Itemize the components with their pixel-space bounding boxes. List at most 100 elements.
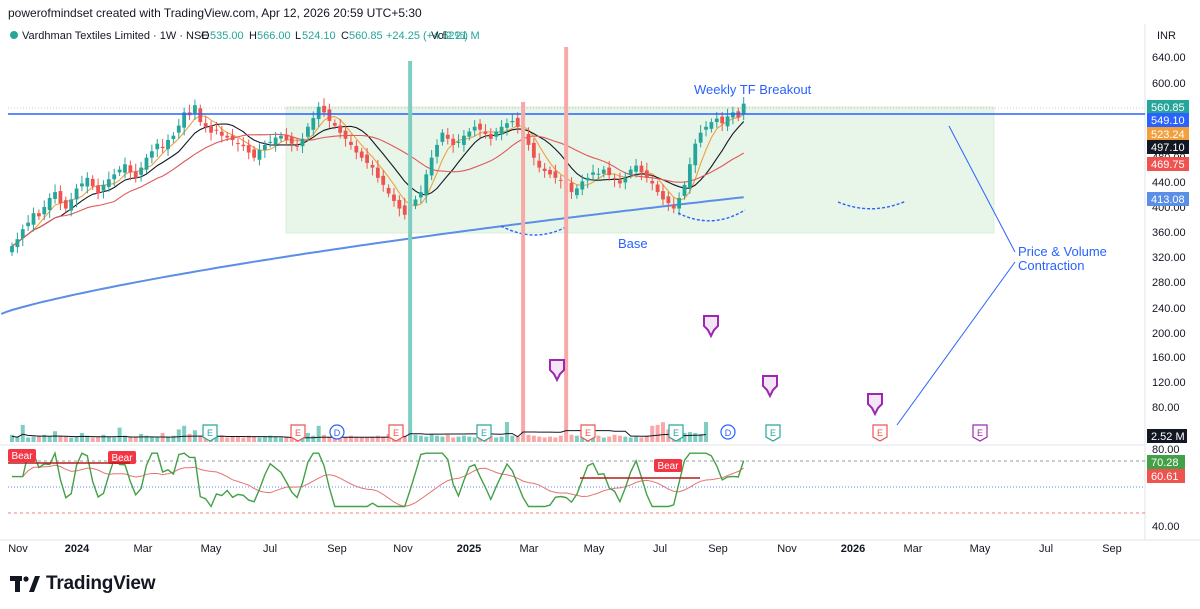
event-marker-d[interactable]: D bbox=[329, 424, 345, 440]
rsi-ma-line bbox=[12, 464, 744, 507]
price-axis[interactable]: 640.00600.00560.00520.00480.00440.00400.… bbox=[1152, 52, 1186, 414]
candle bbox=[246, 139, 251, 160]
candle bbox=[262, 140, 267, 158]
candle bbox=[494, 127, 499, 141]
high-value: 566.00 bbox=[257, 30, 291, 42]
bear-signal: Bear bbox=[8, 449, 36, 462]
candle bbox=[96, 178, 100, 200]
event-marker-e[interactable]: E bbox=[972, 424, 988, 442]
contraction-pointer-upper bbox=[948, 125, 1016, 253]
volume-bar bbox=[693, 433, 698, 442]
volume-bar bbox=[628, 437, 633, 442]
time-axis[interactable]: Nov 2024 Mar May Jul Sep Nov 2025 Mar May Jul Sep No… bbox=[8, 543, 1122, 555]
candle bbox=[607, 160, 612, 181]
candle bbox=[112, 168, 117, 187]
volume-bar bbox=[601, 437, 606, 442]
price-tag: 523.24 bbox=[1147, 127, 1189, 141]
candle bbox=[289, 132, 294, 152]
time-tick-label: Nov bbox=[777, 543, 797, 555]
candle bbox=[101, 180, 106, 199]
volume-bar bbox=[262, 436, 267, 442]
candle bbox=[381, 170, 386, 192]
candle bbox=[268, 134, 273, 148]
tradingview-logo[interactable]: TradingView bbox=[10, 573, 156, 595]
contraction-annotation-line2: Contraction bbox=[1018, 258, 1084, 273]
currency-label: INR bbox=[1157, 30, 1176, 42]
volume-bar bbox=[634, 436, 639, 442]
time-tick-label: Jul bbox=[653, 543, 667, 555]
chart-header: Vardhman Textiles Limited · 1W · NSE O 5… bbox=[10, 30, 480, 42]
price-tag: 549.10 bbox=[1147, 113, 1189, 127]
candle bbox=[628, 165, 633, 179]
candle bbox=[698, 125, 703, 148]
candle bbox=[230, 128, 235, 146]
candle bbox=[80, 175, 84, 192]
volume-bar bbox=[144, 435, 149, 442]
event-marker-e[interactable]: E bbox=[290, 424, 306, 442]
volume-bar bbox=[42, 434, 47, 442]
candle bbox=[462, 130, 466, 152]
candle bbox=[451, 134, 456, 153]
volume-bar bbox=[660, 422, 665, 442]
candle bbox=[106, 171, 111, 192]
event-marker-e[interactable]: E bbox=[765, 424, 781, 442]
volume-bar bbox=[26, 437, 31, 442]
event-marker-d[interactable]: D bbox=[720, 424, 736, 440]
candle bbox=[128, 160, 133, 181]
candle bbox=[349, 134, 353, 150]
volume-bar bbox=[623, 436, 628, 442]
volume-bar bbox=[20, 424, 25, 442]
candle bbox=[601, 165, 606, 178]
spike-flag-icon bbox=[867, 393, 883, 417]
volume-bar bbox=[155, 437, 160, 442]
rsi-tag: 70.28 bbox=[1147, 455, 1185, 469]
volume-bar bbox=[311, 435, 316, 442]
volume-bar bbox=[96, 436, 101, 442]
contraction-pointer-lower bbox=[896, 261, 1016, 426]
time-tick-label: 2024 bbox=[65, 543, 90, 555]
candle bbox=[386, 184, 391, 198]
event-marker-e[interactable]: E bbox=[872, 424, 888, 442]
price-tick-label: 200.00 bbox=[1152, 328, 1186, 340]
candle bbox=[639, 160, 644, 181]
candle bbox=[709, 118, 714, 133]
price-tick-label: 160.00 bbox=[1152, 352, 1186, 364]
close-value: 560.85 bbox=[349, 30, 383, 42]
high-label: H bbox=[249, 30, 257, 42]
candle bbox=[359, 147, 364, 162]
candle bbox=[693, 139, 698, 174]
candle bbox=[37, 209, 41, 221]
volume-bar bbox=[418, 435, 423, 442]
event-marker-e[interactable]: E bbox=[202, 424, 218, 442]
open-value: 535.00 bbox=[210, 30, 244, 42]
event-marker-e[interactable]: E bbox=[668, 424, 684, 442]
spike-flag-icon bbox=[703, 315, 719, 339]
candle bbox=[257, 143, 262, 166]
volume-bar bbox=[354, 436, 359, 442]
candle bbox=[20, 224, 25, 247]
candle bbox=[26, 215, 31, 231]
base-annotation: Base bbox=[618, 236, 648, 251]
volume-bar bbox=[467, 436, 472, 442]
volume-bar bbox=[413, 434, 418, 442]
candle bbox=[90, 175, 95, 191]
candle bbox=[176, 118, 181, 139]
volume-bar bbox=[698, 433, 703, 442]
event-marker-e[interactable]: E bbox=[580, 424, 596, 442]
candle bbox=[69, 192, 74, 217]
volume-bar bbox=[682, 433, 687, 442]
event-marker-e[interactable]: E bbox=[388, 424, 404, 442]
volume-bar bbox=[79, 433, 84, 442]
candle bbox=[478, 119, 482, 138]
candle bbox=[203, 116, 208, 133]
volume-bar bbox=[63, 436, 68, 442]
event-marker-e[interactable]: E bbox=[476, 424, 492, 442]
candle bbox=[332, 119, 337, 130]
time-tick-label: Nov bbox=[393, 543, 413, 555]
volume-bar bbox=[241, 437, 246, 442]
breakout-annotation: Weekly TF Breakout bbox=[694, 82, 812, 97]
volume-bar bbox=[381, 436, 386, 442]
